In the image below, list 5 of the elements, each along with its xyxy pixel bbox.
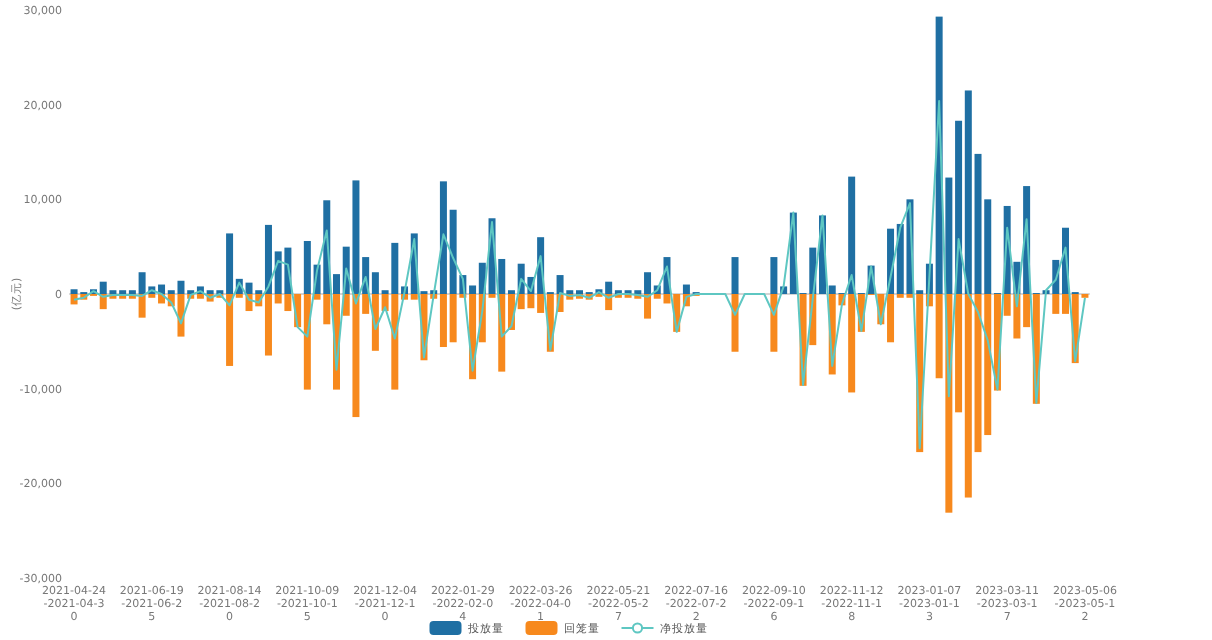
bar [731, 257, 739, 294]
line-series [73, 99, 1086, 450]
bar [848, 176, 856, 294]
bar [770, 294, 778, 352]
bar [731, 294, 739, 352]
